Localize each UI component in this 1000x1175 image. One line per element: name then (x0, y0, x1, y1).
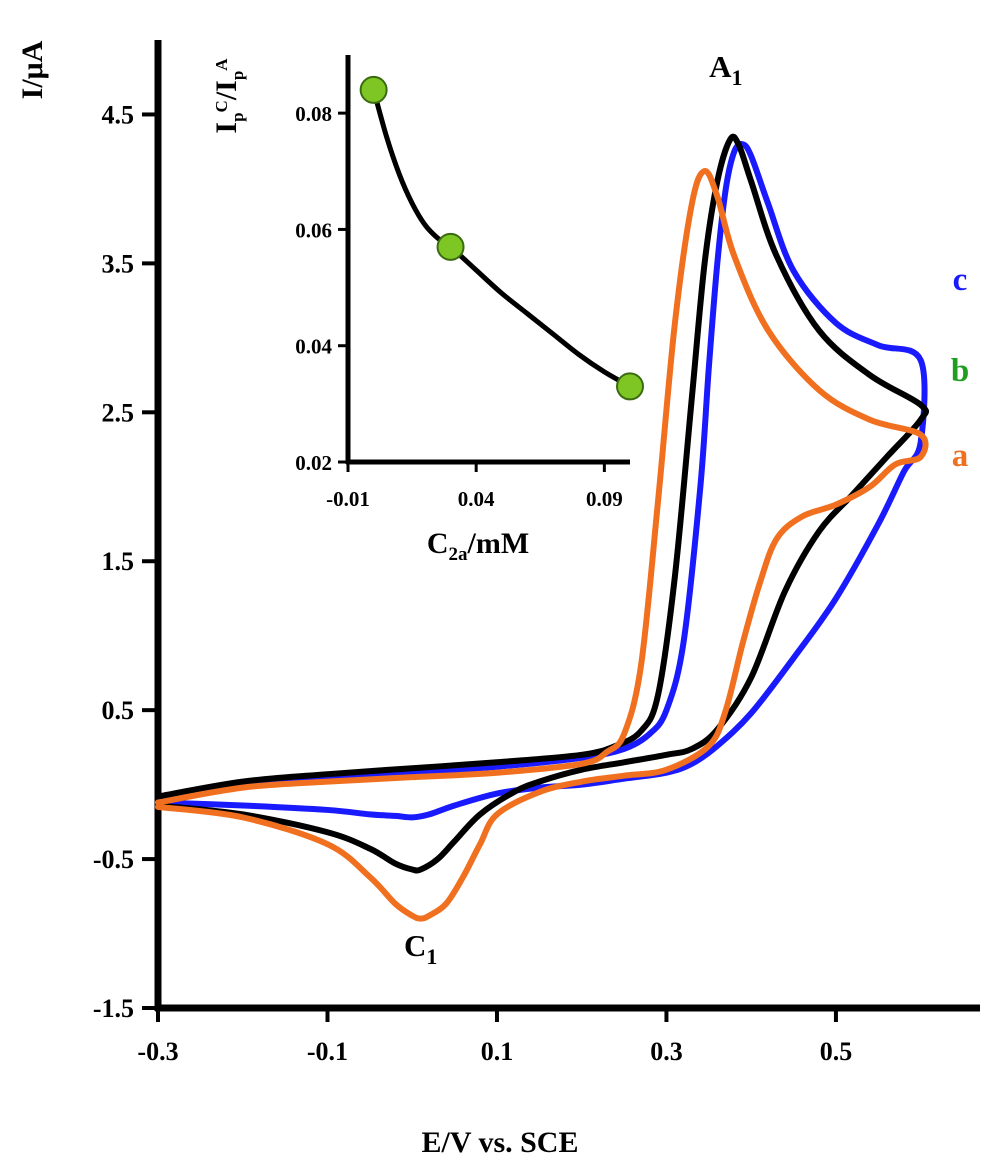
inset-y-tick-label: 0.02 (295, 451, 332, 475)
x-tick-label: -0.1 (307, 1037, 348, 1066)
inset-data-point (436, 232, 465, 261)
peak-label: A1 (709, 49, 742, 90)
x-tick-label: -0.3 (137, 1037, 178, 1066)
inset-x-tick-label: 0.04 (458, 487, 495, 511)
inset-x-axis-title: C2a/mM (427, 527, 529, 565)
series-label-c: c (953, 262, 968, 298)
series-label-a: a (952, 438, 969, 474)
main-plot: -1.5 -0.5 0.5 1.5 2.5 3.5 4.5 -0.3 -0.1 0.1 0.3 0.5… (16, 40, 980, 1159)
y-tick-label: 0.5 (102, 696, 135, 725)
inset-fit-curve (371, 87, 633, 389)
series-label-b: b (951, 353, 969, 389)
y-axis-title: I/μA (16, 40, 49, 99)
x-tick-label: 0.3 (650, 1037, 683, 1066)
y-tick-label: -0.5 (93, 845, 134, 874)
series-curve-c (155, 141, 928, 821)
inset-y-axis-title: IpC/IpA (210, 58, 247, 134)
inset-data-point (359, 75, 388, 104)
inset-y-tick-label: 0.08 (295, 102, 332, 126)
y-tick-label: 1.5 (102, 547, 135, 576)
inset-x-tick-label: -0.01 (326, 487, 370, 511)
inset-data-point (616, 372, 644, 401)
series-curve-b (155, 133, 929, 874)
x-axis-title: E/V vs. SCE (421, 1126, 578, 1159)
peak-label: C1 (404, 928, 437, 969)
inset-y-tick-label: 0.04 (295, 335, 332, 359)
y-tick-label: 2.5 (102, 398, 135, 427)
inset-plot: 0.02 0.04 0.06 0.08 -0.01 0.04 0.09 C2a/mM IpC/I… (210, 55, 644, 565)
x-tick-label: 0.1 (481, 1037, 514, 1066)
y-tick-label: -1.5 (93, 994, 134, 1023)
x-tick-label: 0.5 (820, 1037, 853, 1066)
inset-y-tick-label: 0.06 (295, 218, 332, 242)
series-curve-a (155, 168, 929, 922)
inset-x-tick-label: 0.09 (586, 487, 623, 511)
y-tick-label: 3.5 (102, 249, 135, 278)
y-tick-label: 4.5 (102, 100, 135, 129)
